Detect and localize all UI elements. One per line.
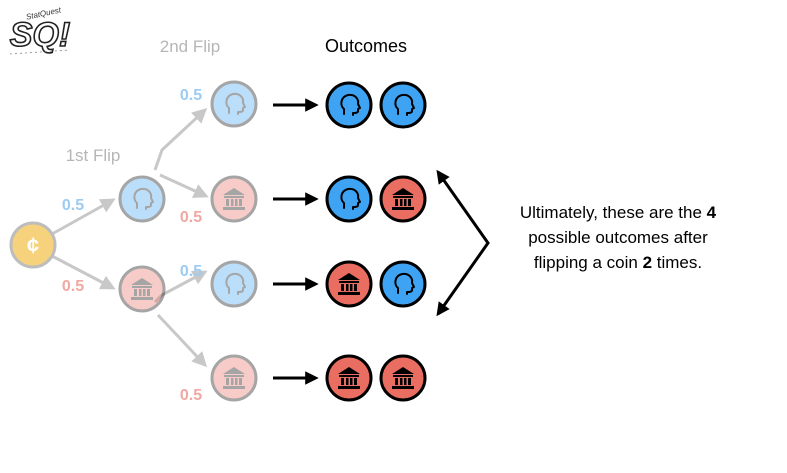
outcome-2-coin-2-tails [379, 175, 427, 223]
prob-second-tails-after-tails: 0.5 [180, 387, 202, 404]
logo-text: SQ! [10, 16, 70, 54]
second-flip-heads-coin-2 [210, 260, 258, 308]
outcome-4-coin-1-tails [325, 354, 373, 402]
prob-first-tails: 0.5 [62, 278, 84, 295]
prob-second-tails-after-heads: 0.5 [180, 209, 202, 226]
branch-heads-to-tails [159, 173, 209, 198]
prob-second-heads-after-tails: 0.5 [180, 263, 202, 280]
start-coin: ¢ [9, 221, 57, 269]
tree-branches [51, 107, 209, 368]
branch-tails-to-heads [153, 270, 208, 304]
bracket-arrow [436, 169, 490, 317]
note-line-3: flipping a coin 2 times. [534, 253, 702, 272]
outcome-1-coin-1-heads [325, 81, 373, 129]
double-arrow [436, 169, 490, 317]
second-flip-tails-coin-1 [210, 175, 258, 223]
first-flip-label: 1st Flip [66, 146, 121, 165]
branch-tails-to-tails [156, 313, 208, 368]
logo-decoration [9, 49, 71, 55]
outcome-4-coin-2-tails [379, 354, 427, 402]
outcome-coins [325, 81, 427, 402]
first-flip-heads-coin [118, 175, 166, 223]
second-flip-tails-coin-2 [210, 354, 258, 402]
prob-second-heads-after-heads: 0.5 [180, 87, 202, 104]
cent-symbol: ¢ [27, 233, 39, 258]
note-line-1: Ultimately, these are the 4 [520, 203, 717, 222]
prob-first-heads: 0.5 [62, 197, 84, 214]
second-flip-label: 2nd Flip [160, 37, 220, 56]
outcome-2-coin-1-heads [325, 175, 373, 223]
branch-start-to-heads [51, 198, 116, 236]
outcome-3-coin-2-heads [379, 260, 427, 308]
first-flip-tails-coin [118, 265, 166, 313]
explanation-note: Ultimately, these are the 4 possible out… [520, 203, 717, 272]
outcome-3-coin-1-tails [325, 260, 373, 308]
logo: SQ! StatQuest [9, 5, 71, 55]
note-line-2: possible outcomes after [528, 228, 708, 247]
second-flip-heads-coin-1 [210, 80, 258, 128]
outcomes-label: Outcomes [325, 36, 407, 56]
coin-icon [9, 221, 57, 269]
outcome-1-coin-2-heads [379, 81, 427, 129]
branch-heads-to-heads [153, 107, 208, 171]
outcome-arrows [273, 98, 319, 385]
branch-start-to-tails [51, 254, 116, 290]
